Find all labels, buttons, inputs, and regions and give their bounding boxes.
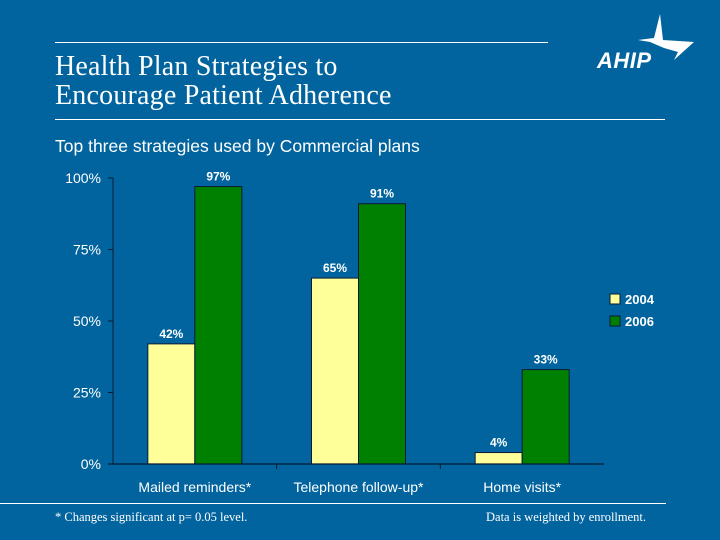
title-bottom-rule	[55, 119, 665, 120]
bar-2004-0	[147, 343, 196, 465]
legend-swatch-2006	[609, 315, 621, 327]
bar-2004-2	[474, 452, 523, 465]
bar-2006-1	[358, 203, 406, 465]
bar-2006-0	[194, 186, 243, 465]
page-title: Health Plan Strategies to Encourage Pati…	[55, 52, 392, 110]
category-label: Mailed reminders*	[138, 479, 251, 495]
star-icon	[638, 14, 694, 60]
legend-swatch-2004	[609, 293, 621, 305]
bar-2004-1	[311, 277, 359, 465]
footer-rule	[0, 503, 666, 504]
y-tick-label: 75%	[73, 242, 101, 258]
data-label: 97%	[206, 170, 230, 184]
data-label: 91%	[370, 187, 394, 201]
y-tick-label: 100%	[65, 170, 101, 186]
chart-subtitle: Top three strategies used by Commercial …	[55, 136, 420, 156]
data-label: 33%	[534, 353, 558, 367]
data-label: 42%	[159, 327, 183, 341]
data-label: 65%	[323, 261, 347, 275]
category-label: Home visits*	[483, 479, 561, 495]
bar-2006-2	[521, 369, 570, 465]
title-line-1: Health Plan Strategies to	[55, 51, 338, 82]
y-tick-label: 0%	[81, 456, 101, 472]
title-top-rule	[55, 42, 548, 43]
data-label: 4%	[490, 436, 508, 450]
y-tick-label: 25%	[73, 385, 101, 401]
significance-footnote: * Changes significant at p= 0.05 level.	[55, 510, 248, 524]
title-line-2: Encourage Patient Adherence	[55, 80, 392, 111]
y-tick-label: 50%	[73, 313, 101, 329]
legend-label: 2006	[625, 314, 654, 329]
ahip-logo: AHIP	[597, 48, 652, 73]
category-label: Telephone follow-up*	[294, 479, 425, 495]
weighting-footnote: Data is weighted by enrollment.	[486, 510, 647, 524]
legend-label: 2004	[625, 292, 655, 307]
